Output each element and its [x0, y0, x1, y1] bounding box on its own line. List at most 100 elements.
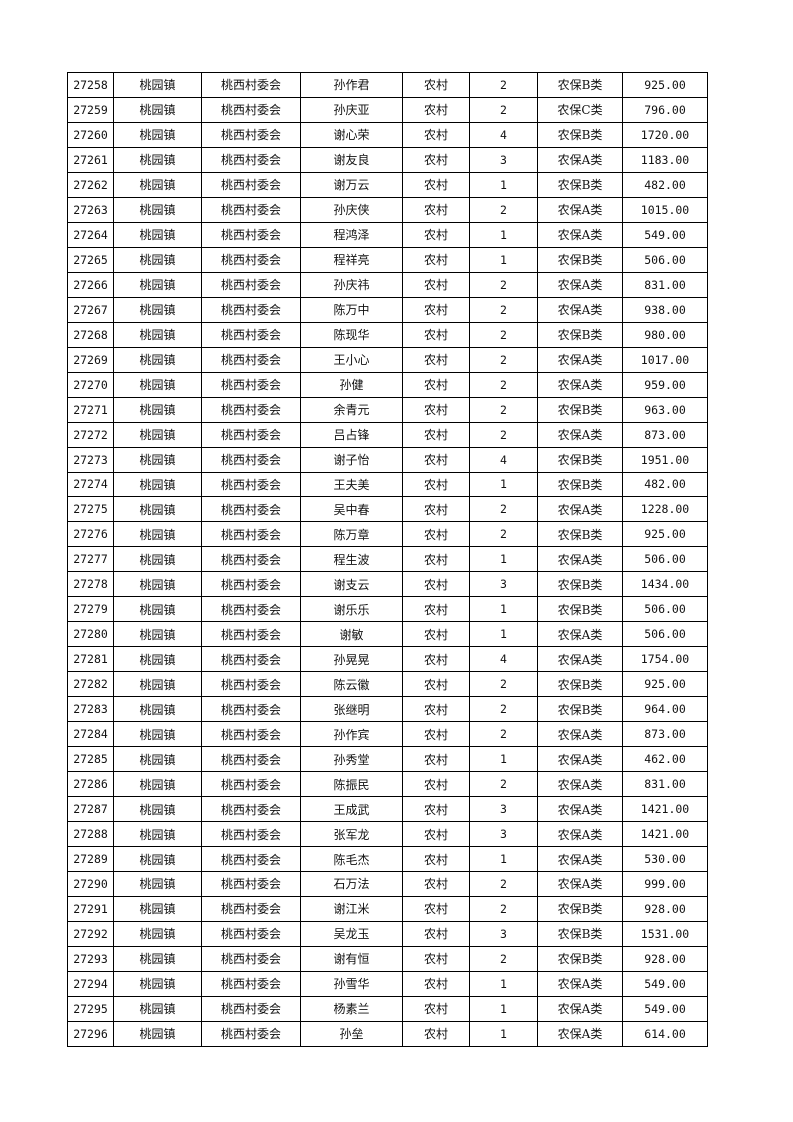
table-row: 27275 桃园镇 桃西村委会 吴中春 农村 2 农保A类 1228.00 — [67, 496, 708, 523]
table-row: 27295 桃园镇 桃西村委会 杨素兰 农村 1 农保A类 549.00 — [67, 995, 708, 1022]
village-committee-cell: 桃西村委会 — [201, 696, 301, 723]
table-row: 27296 桃园镇 桃西村委会 孙垒 农村 1 农保A类 614.00 — [67, 1020, 708, 1047]
row-id-cell: 27293 — [67, 945, 114, 972]
amount-cell: 506.00 — [622, 596, 708, 623]
insurance-category-cell: 农保A类 — [537, 371, 623, 398]
family-size-cell: 1 — [469, 846, 538, 872]
row-id-cell: 27270 — [67, 371, 114, 398]
table-row: 27258 桃园镇 桃西村委会 孙作君 农村 2 农保B类 925.00 — [67, 72, 708, 98]
person-name-cell: 谢支云 — [300, 571, 403, 598]
row-id-cell: 27271 — [67, 396, 114, 423]
row-id-cell: 27262 — [67, 171, 114, 198]
person-name-cell: 陈现华 — [300, 321, 403, 348]
row-id-cell: 27259 — [67, 96, 114, 123]
row-id-cell: 27258 — [67, 72, 114, 98]
table-row: 27259 桃园镇 桃西村委会 孙庆亚 农村 2 农保C类 796.00 — [67, 96, 708, 123]
household-type-cell: 农村 — [402, 846, 470, 872]
amount-cell: 831.00 — [622, 271, 708, 298]
town-cell: 桃园镇 — [113, 871, 202, 897]
amount-cell: 938.00 — [622, 296, 708, 323]
row-id-cell: 27273 — [67, 446, 114, 473]
table-body: 27258 桃园镇 桃西村委会 孙作君 农村 2 农保B类 925.00 27259 桃园镇 桃西村… — [67, 72, 708, 1047]
household-type-cell: 农村 — [402, 945, 470, 972]
amount-cell: 506.00 — [622, 546, 708, 573]
row-id-cell: 27281 — [67, 646, 114, 673]
village-committee-cell: 桃西村委会 — [201, 995, 301, 1022]
data-table: 27258 桃园镇 桃西村委会 孙作君 农村 2 农保B类 925.00 27259 桃园镇 桃西村… — [67, 72, 708, 1047]
family-size-cell: 1 — [469, 221, 538, 248]
village-committee-cell: 桃西村委会 — [201, 671, 301, 698]
village-committee-cell: 桃西村委会 — [201, 321, 301, 348]
table-row: 27268 桃园镇 桃西村委会 陈现华 农村 2 农保B类 980.00 — [67, 321, 708, 348]
village-committee-cell: 桃西村委会 — [201, 521, 301, 548]
amount-cell: 1015.00 — [622, 196, 708, 223]
person-name-cell: 孙作君 — [300, 72, 403, 98]
village-committee-cell: 桃西村委会 — [201, 746, 301, 773]
town-cell: 桃园镇 — [113, 296, 202, 323]
family-size-cell: 2 — [469, 96, 538, 123]
town-cell: 桃园镇 — [113, 846, 202, 872]
insurance-category-cell: 农保B类 — [537, 72, 623, 98]
person-name-cell: 程鸿泽 — [300, 221, 403, 248]
village-committee-cell: 桃西村委会 — [201, 146, 301, 173]
person-name-cell: 孙垒 — [300, 1020, 403, 1047]
table-row: 27286 桃园镇 桃西村委会 陈振民 农村 2 农保A类 831.00 — [67, 771, 708, 798]
town-cell: 桃园镇 — [113, 246, 202, 273]
person-name-cell: 石万法 — [300, 871, 403, 897]
village-committee-cell: 桃西村委会 — [201, 171, 301, 198]
household-type-cell: 农村 — [402, 621, 470, 648]
family-size-cell: 2 — [469, 721, 538, 748]
amount-cell: 549.00 — [622, 221, 708, 248]
person-name-cell: 张军龙 — [300, 821, 403, 848]
amount-cell: 796.00 — [622, 96, 708, 123]
row-id-cell: 27285 — [67, 746, 114, 773]
insurance-category-cell: 农保A类 — [537, 271, 623, 298]
family-size-cell: 2 — [469, 521, 538, 548]
insurance-category-cell: 农保A类 — [537, 646, 623, 673]
family-size-cell: 2 — [469, 945, 538, 972]
amount-cell: 1228.00 — [622, 496, 708, 523]
town-cell: 桃园镇 — [113, 796, 202, 823]
insurance-category-cell: 农保B类 — [537, 246, 623, 273]
village-committee-cell: 桃西村委会 — [201, 96, 301, 123]
table-row: 27293 桃园镇 桃西村委会 谢有恒 农村 2 农保B类 928.00 — [67, 945, 708, 972]
village-committee-cell: 桃西村委会 — [201, 871, 301, 897]
family-size-cell: 2 — [469, 696, 538, 723]
household-type-cell: 农村 — [402, 171, 470, 198]
insurance-category-cell: 农保A类 — [537, 496, 623, 523]
village-committee-cell: 桃西村委会 — [201, 895, 301, 922]
person-name-cell: 吴中春 — [300, 496, 403, 523]
person-name-cell: 谢江米 — [300, 895, 403, 922]
table-row: 27280 桃园镇 桃西村委会 谢敏 农村 1 农保A类 506.00 — [67, 621, 708, 648]
amount-cell: 999.00 — [622, 871, 708, 897]
row-id-cell: 27291 — [67, 895, 114, 922]
insurance-category-cell: 农保A类 — [537, 146, 623, 173]
row-id-cell: 27265 — [67, 246, 114, 273]
family-size-cell: 1 — [469, 995, 538, 1022]
village-committee-cell: 桃西村委会 — [201, 496, 301, 523]
amount-cell: 549.00 — [622, 970, 708, 997]
family-size-cell: 1 — [469, 746, 538, 773]
person-name-cell: 程祥亮 — [300, 246, 403, 273]
person-name-cell: 余青元 — [300, 396, 403, 423]
person-name-cell: 陈云徽 — [300, 671, 403, 698]
village-committee-cell: 桃西村委会 — [201, 221, 301, 248]
table-row: 27270 桃园镇 桃西村委会 孙健 农村 2 农保A类 959.00 — [67, 371, 708, 398]
household-type-cell: 农村 — [402, 646, 470, 673]
table-row: 27289 桃园镇 桃西村委会 陈毛杰 农村 1 农保A类 530.00 — [67, 846, 708, 872]
insurance-category-cell: 农保B类 — [537, 895, 623, 922]
person-name-cell: 王夫美 — [300, 471, 403, 498]
row-id-cell: 27272 — [67, 421, 114, 448]
town-cell: 桃园镇 — [113, 471, 202, 498]
person-name-cell: 孙作宾 — [300, 721, 403, 748]
amount-cell: 964.00 — [622, 696, 708, 723]
row-id-cell: 27266 — [67, 271, 114, 298]
household-type-cell: 农村 — [402, 746, 470, 773]
person-name-cell: 谢子怡 — [300, 446, 403, 473]
village-committee-cell: 桃西村委会 — [201, 621, 301, 648]
amount-cell: 980.00 — [622, 321, 708, 348]
town-cell: 桃园镇 — [113, 496, 202, 523]
person-name-cell: 孙健 — [300, 371, 403, 398]
insurance-category-cell: 农保B类 — [537, 396, 623, 423]
insurance-category-cell: 农保A类 — [537, 821, 623, 848]
